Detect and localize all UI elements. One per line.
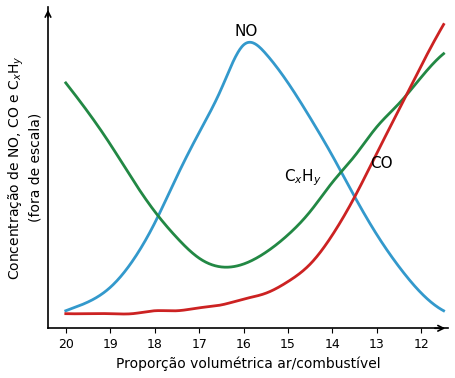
Y-axis label: Concentração de NO, CO e C$_x$H$_y$
(fora de escala): Concentração de NO, CO e C$_x$H$_y$ (for… — [7, 55, 42, 280]
X-axis label: Proporção volumétrica ar/combustível: Proporção volumétrica ar/combustível — [116, 356, 380, 371]
Text: NO: NO — [235, 24, 258, 39]
Text: CO: CO — [370, 155, 393, 170]
Text: C$_x$H$_y$: C$_x$H$_y$ — [283, 167, 321, 188]
